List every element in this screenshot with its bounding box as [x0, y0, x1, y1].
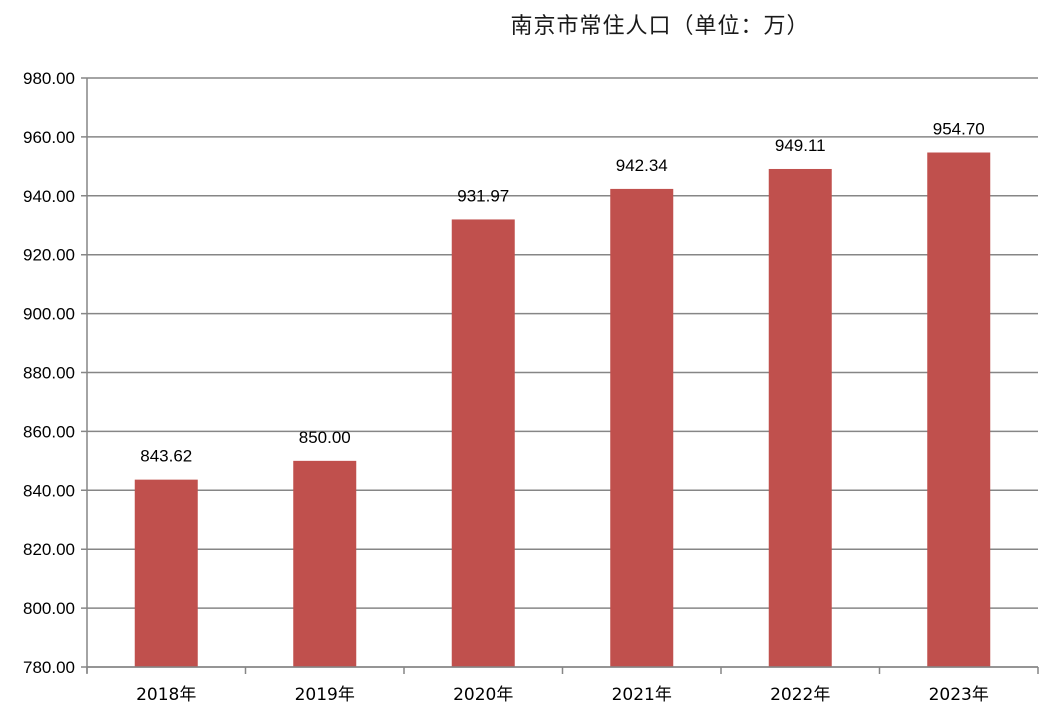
y-tick-label: 820.00 — [23, 540, 75, 559]
data-label: 843.62 — [140, 447, 192, 466]
x-tick-label: 2018年 — [136, 685, 196, 705]
chart-title: 南京市常住人口（单位：万） — [510, 14, 810, 39]
x-tick-label: 2022年 — [770, 685, 830, 705]
bar — [927, 152, 991, 668]
x-tick-label: 2020年 — [453, 685, 513, 705]
gridlines — [81, 77, 1038, 668]
bar — [610, 188, 674, 668]
bar — [768, 168, 832, 667]
y-tick-label: 840.00 — [23, 481, 75, 500]
y-tick-label: 980.00 — [23, 69, 75, 88]
bar — [134, 479, 198, 667]
bar — [451, 219, 515, 667]
data-label: 850.00 — [299, 428, 351, 447]
x-tick-label: 2023年 — [929, 685, 989, 705]
labels: 780.00 800.00 820.00 840.00 860.00 880.00 900.… — [23, 69, 989, 705]
x-tick-label: 2019年 — [295, 685, 355, 705]
y-tick-label: 960.00 — [23, 128, 75, 147]
data-label: 942.34 — [616, 156, 668, 175]
y-tick-label: 800.00 — [23, 599, 75, 618]
y-tick-label: 880.00 — [23, 364, 75, 383]
axes — [86, 78, 1039, 674]
bars — [134, 152, 991, 668]
y-tick-label: 860.00 — [23, 422, 75, 441]
y-tick-label: 900.00 — [23, 305, 75, 324]
data-label: 954.70 — [933, 120, 985, 139]
y-tick-label: 940.00 — [23, 187, 75, 206]
y-tick-label: 920.00 — [23, 246, 75, 265]
x-tick-label: 2021年 — [612, 685, 672, 705]
data-label: 931.97 — [457, 186, 509, 205]
y-tick-label: 780.00 — [23, 658, 75, 677]
data-label: 949.11 — [775, 136, 826, 155]
bar — [293, 460, 357, 667]
